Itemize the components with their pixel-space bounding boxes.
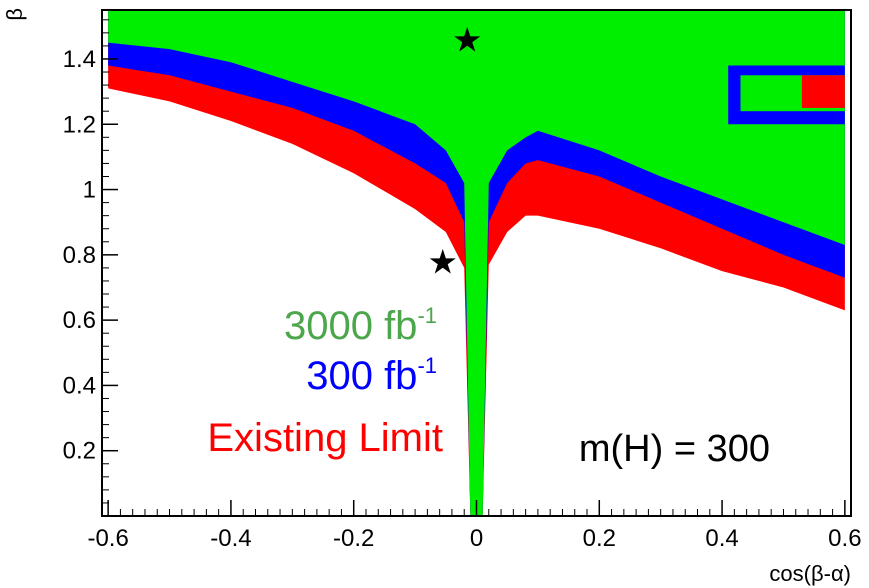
y-tick-label: 1.4 bbox=[63, 46, 96, 73]
x-tick-label: -0.4 bbox=[210, 525, 251, 552]
legend-3000fb: 3000 fb-1 bbox=[284, 303, 437, 348]
legend-existing-limit: Existing Limit bbox=[207, 416, 443, 460]
y-tick-label: 0.2 bbox=[63, 438, 96, 465]
x-tick-label: -0.2 bbox=[333, 525, 374, 552]
y-axis-title: β bbox=[2, 8, 27, 21]
x-tick-label: 0.4 bbox=[705, 525, 738, 552]
mass-annotation: m(H) = 300 bbox=[579, 428, 770, 470]
x-tick-label: 0 bbox=[470, 525, 483, 552]
legend-300fb: 300 fb-1 bbox=[306, 353, 437, 398]
x-tick-label: -0.6 bbox=[87, 525, 128, 552]
x-axis-title: cos(β-α) bbox=[769, 561, 851, 586]
y-tick-label: 0.6 bbox=[63, 307, 96, 334]
markers-layer: ★★ bbox=[427, 20, 482, 282]
x-tick-label: 0.6 bbox=[828, 525, 861, 552]
island-red bbox=[801, 75, 845, 108]
region-3000-fb-1 bbox=[108, 10, 845, 516]
axes-layer: -0.6 -0.4 -0.2 0 0.2 0.4 0.6 0.2 0.4 0.6 0.8 1 1.2 1.… bbox=[63, 19, 862, 552]
y-tick-label: 1 bbox=[83, 177, 96, 204]
star-marker: ★ bbox=[427, 242, 457, 282]
y-tick-label: 0.8 bbox=[63, 242, 96, 269]
y-tick-label: 0.4 bbox=[63, 372, 96, 399]
regions-layer bbox=[108, 10, 845, 516]
x-tick-label: 0.2 bbox=[583, 525, 616, 552]
star-marker: ★ bbox=[452, 20, 482, 60]
y-tick-label: 1.2 bbox=[63, 111, 96, 138]
